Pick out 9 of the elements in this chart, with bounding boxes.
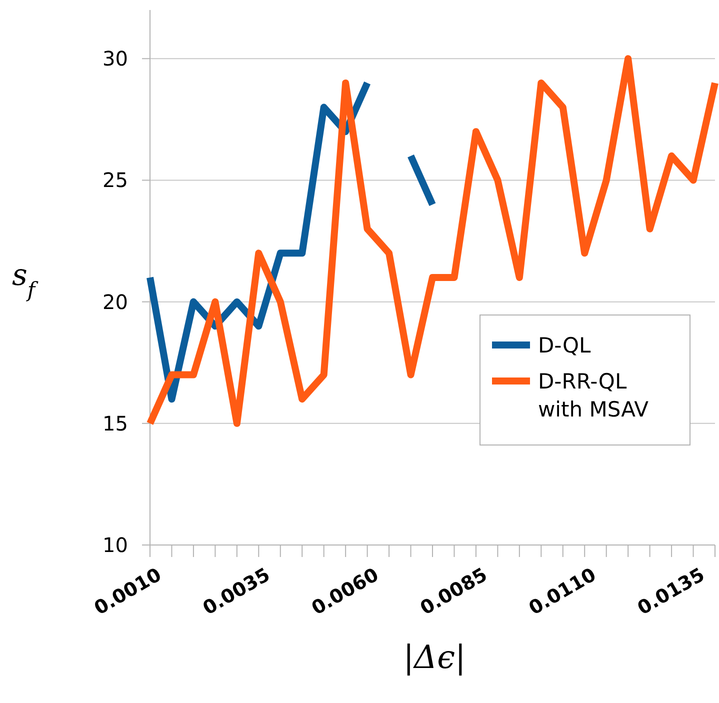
x-axis-title: |Δϵ| bbox=[403, 638, 466, 676]
y-tick-label: 30 bbox=[102, 46, 128, 71]
y-tick-label: 10 bbox=[102, 533, 128, 557]
y-axis-title: s$_{f}$ bbox=[12, 258, 38, 302]
legend-label: D-RR-QL with MSAV bbox=[538, 369, 650, 422]
y-tick-label: 25 bbox=[102, 168, 128, 192]
y-tick-label: 15 bbox=[102, 411, 128, 436]
legend-label: D-QL bbox=[538, 333, 592, 358]
y-tick-label: 20 bbox=[102, 290, 128, 314]
